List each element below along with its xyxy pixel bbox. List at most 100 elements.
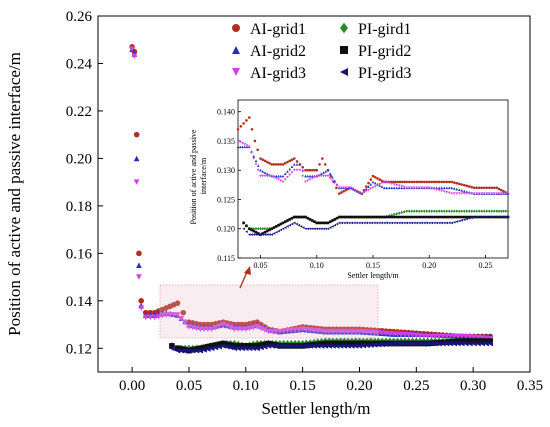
inset-point-AI-grid1 — [337, 192, 341, 195]
inset-ticks: 0.05 0.10 0.15 0.20 0.25 0.115 0.120 0.125 0.130… — [217, 108, 493, 270]
inset-point-AI-grid2 — [369, 182, 373, 186]
inset-point-AI-grid3 — [452, 192, 456, 195]
inset-point-PI-grid3 — [460, 218, 464, 222]
inset-point-PI-grid3 — [372, 221, 376, 225]
inset-y-tick-label: 0.115 — [217, 254, 235, 263]
legend-label-AI-grid2: AI-grid2 — [250, 43, 306, 60]
inset-point-PI-grid2 — [462, 215, 466, 219]
inset-point-AI-grid2 — [452, 187, 456, 190]
main-point-PI-grid3 — [254, 345, 260, 352]
inset-y-tick-label: 0.130 — [217, 166, 235, 175]
inset-point-PI-gird1 — [472, 209, 476, 213]
main-point-AI-grid3 — [455, 333, 461, 340]
main-x-tick-label: 0.30 — [460, 378, 486, 394]
inset-point-PI-grid2 — [324, 221, 328, 225]
inset-point-PI-grid2 — [355, 215, 359, 219]
inset-point-AI-grid1 — [417, 180, 421, 184]
inset-point-PI-gird1 — [432, 209, 436, 213]
inset-point-AI-grid1 — [261, 158, 265, 161]
main-point-PI-grid3 — [296, 343, 302, 349]
inset-point-AI-grid3 — [259, 174, 262, 178]
inset-y-tick-label: 0.140 — [217, 108, 235, 117]
inset-point-AI-grid1 — [268, 161, 271, 165]
inset-point-PI-grid3 — [445, 221, 449, 225]
inset-point-AI-grid3 — [252, 157, 256, 160]
inset-point-AI-grid1 — [465, 184, 469, 188]
inset-point-AI-grid1 — [290, 158, 294, 161]
inset-point-PI-gird1 — [395, 212, 399, 216]
legend-marker-PI-gird1 — [340, 22, 348, 34]
main-x-tick-label: 0.35 — [517, 378, 543, 394]
inset-point-PI-grid3 — [277, 229, 280, 233]
inset-point-PI-grid2 — [315, 221, 319, 225]
main-point-PI-grid3 — [394, 340, 401, 347]
main-point-PI-grid2 — [455, 338, 461, 345]
inset-point-PI-grid3 — [435, 221, 439, 225]
inset-point-AI-grid3 — [460, 192, 464, 195]
inset-point-PI-gird1 — [256, 227, 260, 231]
main-point-PI-grid2 — [174, 345, 181, 352]
inset-point-PI-grid3 — [397, 221, 401, 225]
main-point-PI-grid2 — [169, 343, 175, 349]
inset-point-AI-grid2 — [392, 186, 396, 190]
main-point-PI-grid2 — [231, 343, 238, 349]
inset-point-PI-grid2 — [362, 215, 366, 219]
inset-point-AI-grid3 — [337, 186, 341, 190]
inset-point-PI-grid2 — [292, 215, 296, 219]
inset-point-AI-grid1 — [283, 161, 287, 165]
main-point-AI-grid3 — [280, 328, 287, 335]
inset-point-PI-grid2 — [335, 216, 339, 220]
inset-point-PI-gird1 — [442, 209, 446, 213]
main-point-PI-grid2 — [458, 338, 465, 344]
inset-point-PI-grid3 — [310, 227, 314, 231]
main-point-PI-grid3 — [349, 343, 355, 349]
main-point-AI-grid3 — [239, 326, 245, 333]
inset-point-PI-grid3 — [492, 215, 496, 219]
inset-point-PI-grid2 — [283, 220, 287, 224]
inset-point-AI-grid2 — [387, 186, 391, 190]
inset-point-AI-grid3 — [254, 163, 258, 166]
inset-point-PI-grid3 — [377, 221, 381, 225]
inset-point-PI-grid2 — [395, 215, 399, 219]
main-y-tick-label: 0.26 — [66, 9, 93, 25]
inset-point-PI-grid3 — [472, 215, 476, 219]
inset-point-PI-grid3 — [342, 221, 346, 225]
inset-point-PI-grid2 — [256, 232, 260, 235]
inset-point-AI-grid1 — [492, 186, 496, 190]
main-point-PI-grid3 — [463, 340, 469, 347]
inset-point-PI-grid3 — [407, 221, 411, 225]
main-point-AI-grid3 — [152, 314, 158, 321]
main-point-AI-grid3 — [269, 328, 276, 335]
inset-point-AI-grid1 — [495, 186, 499, 190]
main-point-PI-grid3 — [379, 341, 386, 348]
inset-point-AI-grid2 — [322, 171, 325, 174]
main-point-PI-grid2 — [333, 340, 340, 347]
main-point-AI-grid3 — [409, 332, 416, 339]
inset-point-AI-grid1 — [286, 160, 289, 164]
main-point-AI-grid3 — [129, 46, 135, 53]
inset-point-PI-grid2 — [304, 215, 307, 219]
main-point-PI-grid3 — [458, 340, 465, 347]
inset-x-tick-label: 0.10 — [310, 261, 324, 270]
inset-point-PI-grid3 — [265, 233, 269, 236]
main-point-PI-grid3 — [269, 343, 276, 349]
inset-point-AI-grid2 — [395, 186, 399, 190]
main-x-tick-label: 0.15 — [290, 378, 316, 394]
main-point-PI-grid3 — [402, 340, 408, 347]
main-point-PI-grid3 — [451, 340, 458, 347]
inset-point-PI-gird1 — [460, 209, 464, 213]
inset-point-AI-grid2 — [259, 168, 262, 172]
inset-point-PI-grid2 — [442, 215, 446, 219]
inset-point-AI-grid3 — [435, 188, 439, 192]
main-point-PI-grid2 — [258, 342, 264, 348]
inset-point-PI-grid2 — [400, 215, 404, 219]
main-point-AI-grid3 — [299, 326, 306, 333]
inset-point-PI-grid2 — [279, 222, 283, 226]
inset-point-AI-grid1 — [236, 127, 240, 131]
inset-point-AI-grid3 — [437, 189, 441, 192]
inset-point-PI-grid3 — [247, 233, 251, 236]
inset-point-PI-grid3 — [272, 232, 276, 235]
inset-point-AI-grid1 — [472, 186, 476, 190]
inset-point-AI-grid1 — [470, 185, 474, 189]
inset-x-axis-title: Settler length/m — [347, 271, 399, 280]
